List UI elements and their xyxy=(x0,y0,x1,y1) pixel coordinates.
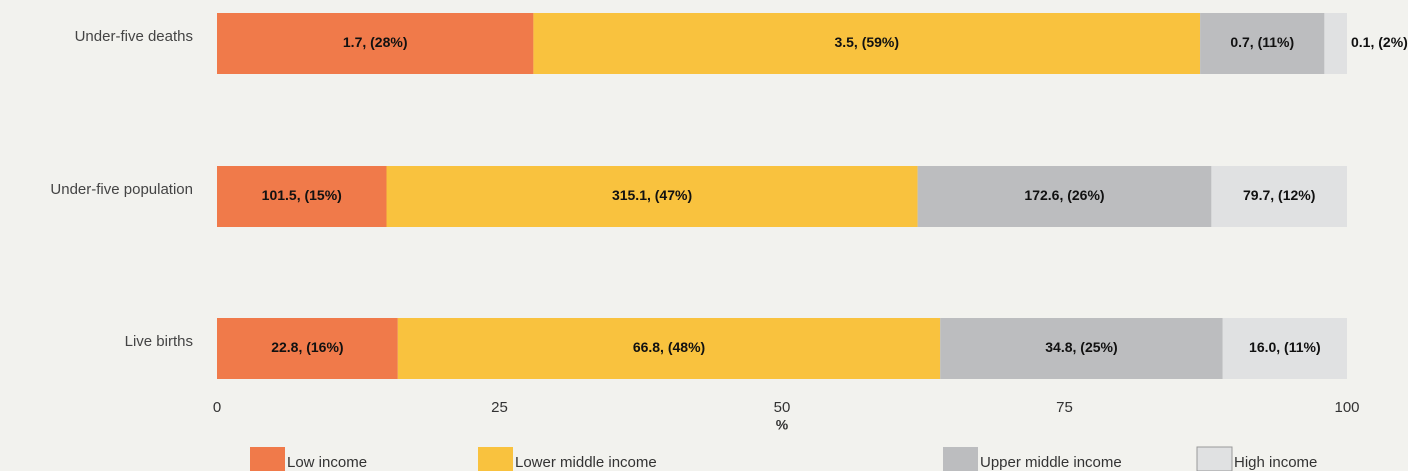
data-label: 315.1, (47%) xyxy=(612,187,692,203)
bar-segment xyxy=(1200,13,1325,74)
legend-label: High income xyxy=(1234,454,1317,471)
legend-label: Low income xyxy=(287,454,367,471)
bar-segment xyxy=(1211,166,1347,227)
bar-segment xyxy=(386,166,918,227)
data-label: 3.5, (59%) xyxy=(834,34,899,50)
y-tick-label: Live births xyxy=(125,333,193,350)
y-tick-label: Under-five deaths xyxy=(75,28,193,45)
data-label: 0.7, (11%) xyxy=(1230,34,1294,50)
data-label: 22.8, (16%) xyxy=(271,339,343,355)
y-tick-label: Under-five population xyxy=(50,181,193,198)
bar-segment xyxy=(217,166,387,227)
bar-segment xyxy=(1222,318,1347,379)
x-tick-label: 100 xyxy=(1334,399,1359,416)
data-label: 16.0, (11%) xyxy=(1249,339,1321,355)
bar-segment xyxy=(1324,13,1347,74)
legend-label: Upper middle income xyxy=(980,454,1122,471)
legend-swatch xyxy=(943,447,978,471)
bar-segment xyxy=(217,13,534,74)
bar-segment xyxy=(217,318,398,379)
data-label: 101.5, (15%) xyxy=(262,187,342,203)
data-label: 79.7, (12%) xyxy=(1243,187,1315,203)
legend-swatch xyxy=(1196,446,1233,471)
x-tick-label: 0 xyxy=(213,399,221,416)
data-label: 34.8, (25%) xyxy=(1045,339,1117,355)
x-axis-label: % xyxy=(776,417,789,433)
x-tick-label: 50 xyxy=(774,399,791,416)
bar-segment xyxy=(397,318,941,379)
bar-segment xyxy=(917,166,1212,227)
data-label: 66.8, (48%) xyxy=(633,339,705,355)
x-tick-label: 75 xyxy=(1056,399,1073,416)
legend-swatch xyxy=(250,447,285,471)
bar-segment xyxy=(533,13,1201,74)
x-tick-label: 25 xyxy=(491,399,508,416)
data-label: 0.1, (2%) xyxy=(1351,34,1408,50)
legend-swatch xyxy=(478,447,513,471)
data-label: 1.7, (28%) xyxy=(343,34,408,50)
data-label: 172.6, (26%) xyxy=(1024,187,1104,203)
bar-segment xyxy=(940,318,1223,379)
legend-label: Lower middle income xyxy=(515,454,657,471)
